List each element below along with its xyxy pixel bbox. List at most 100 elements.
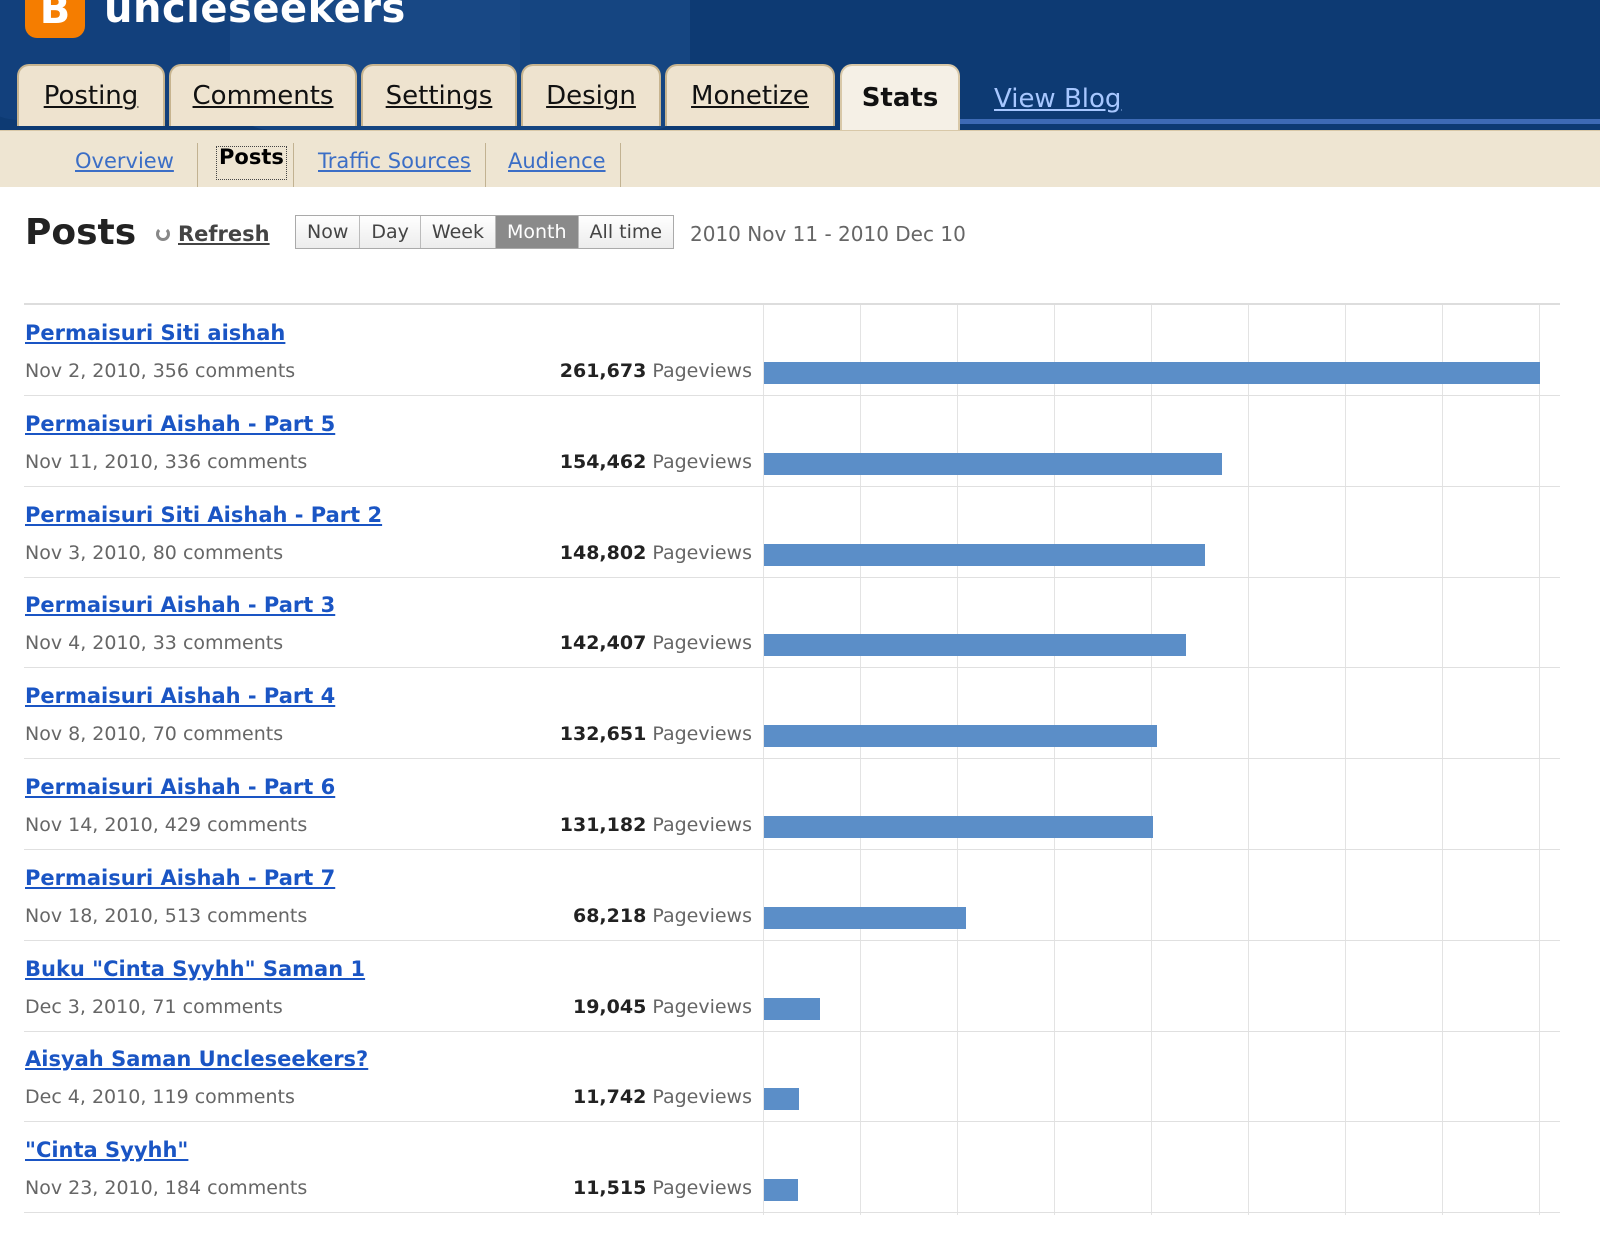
view-blog-link[interactable]: View Blog — [994, 84, 1122, 114]
post-title-link[interactable]: Permaisuri Aishah - Part 4 — [25, 684, 336, 708]
post-row: Permaisuri Aishah - Part 6 Nov 14, 2010, … — [0, 759, 1600, 850]
logo-letter: B — [39, 0, 71, 33]
post-meta: Nov 3, 2010, 80 comments — [25, 542, 284, 564]
chart-gridline — [1248, 305, 1249, 1215]
pageviews-bar — [764, 725, 1157, 747]
chart-gridline — [1539, 305, 1540, 1215]
pageviews-count: 148,802 — [559, 542, 647, 564]
subnav-traffic-sources[interactable]: Traffic Sources — [318, 149, 471, 173]
tab-label: Posting — [43, 81, 139, 111]
range-day-button[interactable]: Day — [360, 216, 421, 248]
post-meta: Nov 11, 2010, 336 comments — [25, 451, 308, 473]
subnav-divider — [293, 143, 294, 187]
post-row: Permaisuri Aishah - Part 3 Nov 4, 2010, 3… — [0, 577, 1600, 668]
post-title-link[interactable]: Permaisuri Aishah - Part 5 — [25, 412, 336, 436]
range-now-button[interactable]: Now — [296, 216, 361, 248]
date-range-text: 2010 Nov 11 - 2010 Dec 10 — [690, 222, 966, 246]
blog-name: uncleseekers — [104, 0, 406, 32]
pageviews-count: 154,462 — [559, 451, 647, 473]
post-row: Permaisuri Aishah - Part 5 Nov 11, 2010, … — [0, 396, 1600, 487]
page-title: Posts — [25, 212, 137, 253]
pageviews-label: Pageviews — [652, 996, 752, 1018]
post-meta: Nov 14, 2010, 429 comments — [25, 814, 308, 836]
post-title-link[interactable]: Permaisuri Aishah - Part 6 — [25, 775, 336, 799]
pageviews-label: Pageviews — [652, 451, 752, 473]
pageviews-bar — [764, 544, 1205, 566]
date-range-selector: Now Day Week Month All time — [295, 215, 675, 249]
pageviews-value: 11,742 Pageviews — [573, 1086, 752, 1108]
pageviews-value: 68,218 Pageviews — [573, 905, 752, 927]
row-divider — [24, 849, 1560, 850]
subnav-audience[interactable]: Audience — [508, 149, 606, 173]
tab-label: Monetize — [691, 81, 809, 111]
pageviews-value: 148,802 Pageviews — [560, 542, 752, 564]
blogger-logo-icon[interactable]: B — [25, 0, 85, 38]
pageviews-label: Pageviews — [652, 632, 752, 654]
chart-gridline — [1345, 305, 1346, 1215]
pageviews-label: Pageviews — [652, 1177, 752, 1199]
pageviews-count: 132,651 — [559, 723, 647, 745]
subnav-overview[interactable]: Overview — [75, 149, 174, 173]
tab-design[interactable]: Design — [521, 64, 661, 126]
pageviews-value: 261,673 Pageviews — [560, 360, 752, 382]
post-meta: Dec 3, 2010, 71 comments — [25, 996, 283, 1018]
post-title-link[interactable]: Permaisuri Siti Aishah - Part 2 — [25, 503, 383, 527]
tab-stats[interactable]: Stats — [840, 64, 960, 130]
chart-gridline — [1151, 305, 1152, 1215]
post-title-link[interactable]: Aisyah Saman Uncleseekers? — [25, 1047, 369, 1071]
chart-gridline — [1054, 305, 1055, 1215]
chart-gridline — [957, 305, 958, 1215]
pageviews-count: 261,673 — [559, 360, 647, 382]
pageviews-count: 142,407 — [559, 632, 647, 654]
pageviews-value: 142,407 Pageviews — [560, 632, 752, 654]
refresh-button[interactable]: Refresh — [156, 222, 270, 246]
pageviews-label: Pageviews — [652, 723, 752, 745]
tab-monetize[interactable]: Monetize — [665, 64, 835, 126]
post-title-link[interactable]: "Cinta Syyhh" — [25, 1138, 189, 1162]
row-divider — [24, 395, 1560, 396]
row-divider — [24, 1121, 1560, 1122]
post-row: Permaisuri Aishah - Part 4 Nov 8, 2010, 7… — [0, 668, 1600, 759]
pageviews-value: 19,045 Pageviews — [573, 996, 752, 1018]
pageviews-value: 132,651 Pageviews — [560, 723, 752, 745]
blogger-header: B uncleseekers Posting Comments Settings… — [0, 0, 1600, 130]
refresh-icon — [156, 227, 170, 241]
tab-comments[interactable]: Comments — [169, 64, 357, 126]
chart-gridline — [860, 305, 861, 1215]
tab-label: Stats — [861, 83, 939, 113]
tab-label: Settings — [385, 81, 493, 111]
range-all-time-button[interactable]: All time — [578, 216, 674, 248]
pageviews-count: 11,742 — [572, 1086, 647, 1108]
tab-label: Comments — [192, 81, 334, 111]
pageviews-label: Pageviews — [652, 360, 752, 382]
refresh-label: Refresh — [178, 222, 270, 246]
tab-settings[interactable]: Settings — [361, 64, 517, 126]
subnav-divider — [620, 143, 621, 187]
row-divider — [24, 486, 1560, 487]
post-row: Permaisuri Aishah - Part 7 Nov 18, 2010, … — [0, 850, 1600, 941]
post-title-link[interactable]: Permaisuri Aishah - Part 7 — [25, 866, 336, 890]
row-divider — [24, 1212, 1560, 1213]
post-row: Aisyah Saman Uncleseekers? Dec 4, 2010, 1… — [0, 1031, 1600, 1122]
range-month-button[interactable]: Month — [495, 216, 579, 248]
post-meta: Nov 18, 2010, 513 comments — [25, 905, 308, 927]
row-divider — [24, 667, 1560, 668]
pageviews-bar — [764, 362, 1540, 384]
post-title-link[interactable]: Buku "Cinta Syyhh" Saman 1 — [25, 957, 366, 981]
pageviews-bar — [764, 1088, 799, 1110]
pageviews-label: Pageviews — [652, 814, 752, 836]
chart-gridline — [1442, 305, 1443, 1215]
subnav-posts[interactable]: Posts — [216, 145, 287, 180]
row-divider — [24, 758, 1560, 759]
post-title-link[interactable]: Permaisuri Aishah - Part 3 — [25, 593, 336, 617]
row-divider — [24, 940, 1560, 941]
tab-label: Design — [546, 81, 636, 111]
pageviews-value: 154,462 Pageviews — [560, 451, 752, 473]
subnav-divider — [485, 143, 486, 187]
post-title-link[interactable]: Permaisuri Siti aishah — [25, 321, 286, 345]
range-week-button[interactable]: Week — [420, 216, 496, 248]
pageviews-count: 19,045 — [572, 996, 647, 1018]
pageviews-count: 11,515 — [572, 1177, 647, 1199]
post-row: Permaisuri Siti aishah Nov 2, 2010, 356 c… — [0, 305, 1600, 396]
tab-posting[interactable]: Posting — [17, 64, 165, 126]
